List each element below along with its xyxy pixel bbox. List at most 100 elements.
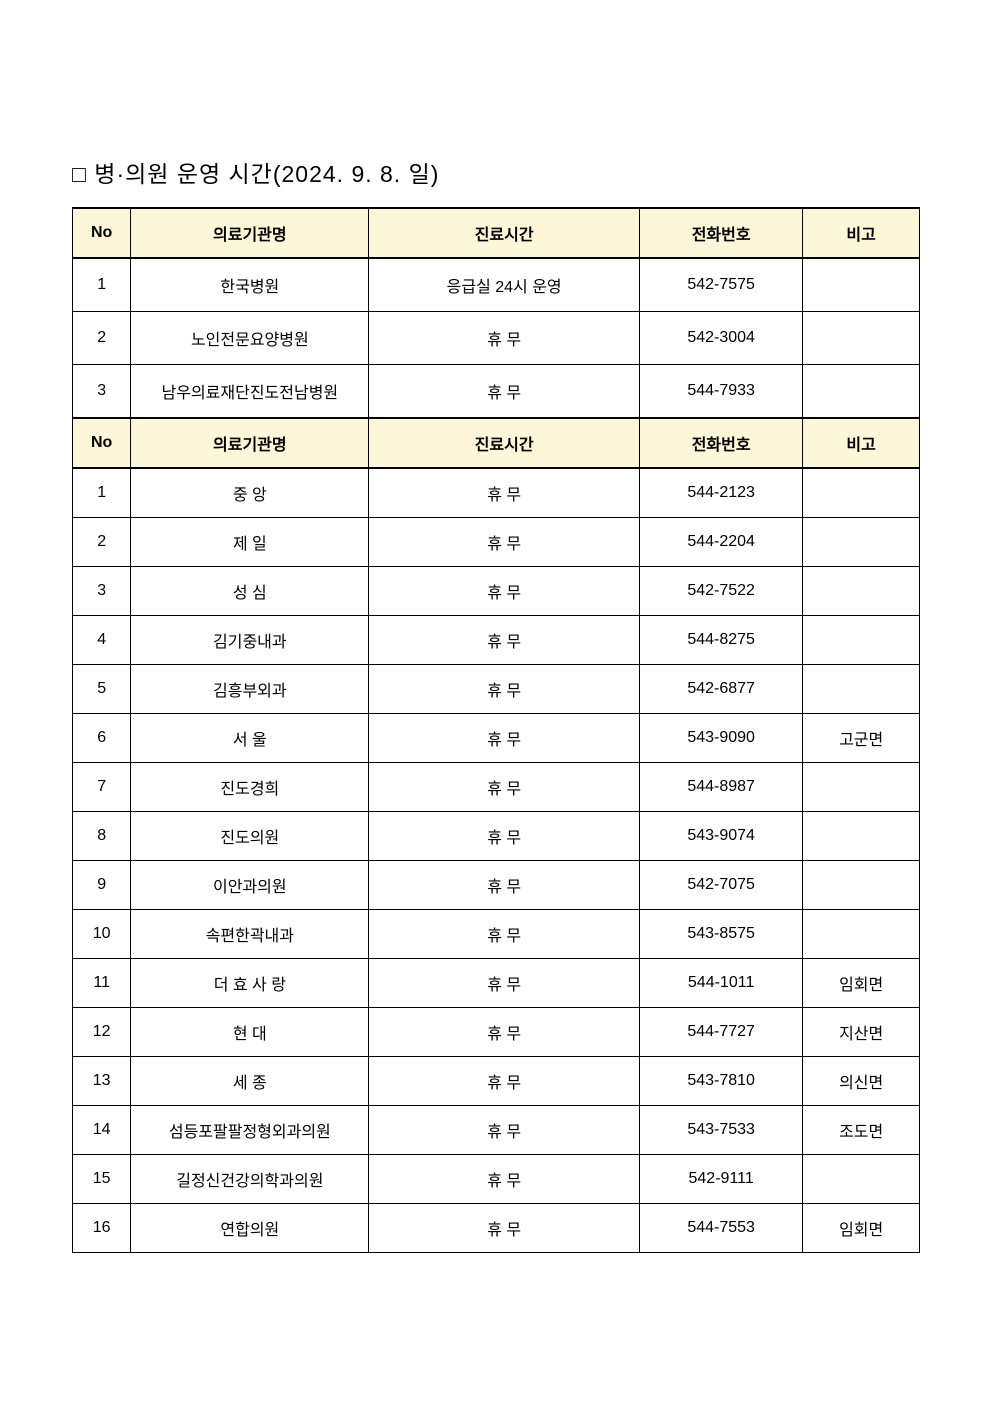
- cell-phone: 544-8987: [639, 763, 802, 812]
- cell-phone: 542-7575: [639, 258, 802, 312]
- cell-name: 김흥부외과: [131, 665, 369, 714]
- cell-note: [803, 1155, 920, 1204]
- cell-phone: 542-3004: [639, 312, 802, 365]
- table-row: 10속편한곽내과휴 무543-8575: [73, 910, 920, 959]
- cell-no: 2: [73, 312, 131, 365]
- page-title: □ 병·의원 운영 시간(2024. 9. 8. 일): [72, 155, 920, 189]
- cell-time: 휴 무: [369, 616, 640, 665]
- cell-time: 휴 무: [369, 665, 640, 714]
- cell-phone: 542-7075: [639, 861, 802, 910]
- cell-time: 응급실 24시 운영: [369, 258, 640, 312]
- cell-no: 11: [73, 959, 131, 1008]
- table-row: 8진도의원휴 무543-9074: [73, 812, 920, 861]
- cell-no: 14: [73, 1106, 131, 1155]
- cell-phone: 542-9111: [639, 1155, 802, 1204]
- table-row: 3남우의료재단진도전남병원휴 무544-7933: [73, 365, 920, 419]
- cell-time: 휴 무: [369, 365, 640, 419]
- cell-no: 1: [73, 258, 131, 312]
- table-row: 13세 종휴 무543-7810의신면: [73, 1057, 920, 1106]
- col-header-time: 진료시간: [369, 208, 640, 258]
- table-row: 1한국병원응급실 24시 운영542-7575: [73, 258, 920, 312]
- cell-time: 휴 무: [369, 1155, 640, 1204]
- cell-note: [803, 763, 920, 812]
- cell-time: 휴 무: [369, 1204, 640, 1253]
- hospital-hours-table: No 의료기관명 진료시간 전화번호 비고 1한국병원응급실 24시 운영542…: [72, 207, 920, 1253]
- cell-name: 진도의원: [131, 812, 369, 861]
- table-row: 6서 울휴 무543-9090고군면: [73, 714, 920, 763]
- cell-phone: 544-7933: [639, 365, 802, 419]
- col-subheader-name: 의료기관명: [131, 418, 369, 468]
- cell-phone: 543-9074: [639, 812, 802, 861]
- cell-note: 조도면: [803, 1106, 920, 1155]
- cell-note: [803, 518, 920, 567]
- cell-name: 성 심: [131, 567, 369, 616]
- table-row: 2노인전문요양병원휴 무542-3004: [73, 312, 920, 365]
- table-row: 16연합의원휴 무544-7553임회면: [73, 1204, 920, 1253]
- col-header-name: 의료기관명: [131, 208, 369, 258]
- cell-name: 서 울: [131, 714, 369, 763]
- cell-time: 휴 무: [369, 1008, 640, 1057]
- table-row: 7진도경희휴 무544-8987: [73, 763, 920, 812]
- cell-time: 휴 무: [369, 714, 640, 763]
- cell-name: 제 일: [131, 518, 369, 567]
- cell-no: 4: [73, 616, 131, 665]
- cell-name: 진도경희: [131, 763, 369, 812]
- col-header-no: No: [73, 208, 131, 258]
- cell-note: [803, 365, 920, 419]
- cell-time: 휴 무: [369, 959, 640, 1008]
- table-row: 11더 효 사 랑휴 무544-1011임회면: [73, 959, 920, 1008]
- cell-no: 13: [73, 1057, 131, 1106]
- cell-note: [803, 665, 920, 714]
- cell-note: [803, 812, 920, 861]
- cell-phone: 542-6877: [639, 665, 802, 714]
- cell-note: 고군면: [803, 714, 920, 763]
- cell-phone: 544-7553: [639, 1204, 802, 1253]
- cell-note: [803, 910, 920, 959]
- cell-no: 8: [73, 812, 131, 861]
- cell-no: 2: [73, 518, 131, 567]
- table-row: 4김기중내과휴 무544-8275: [73, 616, 920, 665]
- cell-phone: 542-7522: [639, 567, 802, 616]
- cell-name: 현 대: [131, 1008, 369, 1057]
- cell-no: 9: [73, 861, 131, 910]
- table-row: 3성 심휴 무542-7522: [73, 567, 920, 616]
- cell-time: 휴 무: [369, 812, 640, 861]
- cell-name: 길정신건강의학과의원: [131, 1155, 369, 1204]
- cell-name: 더 효 사 랑: [131, 959, 369, 1008]
- cell-note: [803, 861, 920, 910]
- cell-note: 지산면: [803, 1008, 920, 1057]
- cell-no: 3: [73, 567, 131, 616]
- table-row: 12현 대휴 무544-7727지산면: [73, 1008, 920, 1057]
- cell-no: 3: [73, 365, 131, 419]
- cell-phone: 544-1011: [639, 959, 802, 1008]
- cell-no: 6: [73, 714, 131, 763]
- cell-note: 임회면: [803, 1204, 920, 1253]
- cell-name: 이안과의원: [131, 861, 369, 910]
- cell-note: 의신면: [803, 1057, 920, 1106]
- cell-time: 휴 무: [369, 1057, 640, 1106]
- cell-phone: 544-2123: [639, 468, 802, 518]
- cell-no: 15: [73, 1155, 131, 1204]
- cell-phone: 544-8275: [639, 616, 802, 665]
- col-header-note: 비고: [803, 208, 920, 258]
- cell-name: 세 종: [131, 1057, 369, 1106]
- table-row: 14섬등포팔팔정형외과의원휴 무543-7533조도면: [73, 1106, 920, 1155]
- cell-no: 1: [73, 468, 131, 518]
- cell-name: 연합의원: [131, 1204, 369, 1253]
- cell-no: 12: [73, 1008, 131, 1057]
- table-row: 9이안과의원휴 무542-7075: [73, 861, 920, 910]
- table-row: 15길정신건강의학과의원휴 무542-9111: [73, 1155, 920, 1204]
- cell-name: 노인전문요양병원: [131, 312, 369, 365]
- cell-no: 10: [73, 910, 131, 959]
- cell-time: 휴 무: [369, 567, 640, 616]
- col-header-phone: 전화번호: [639, 208, 802, 258]
- cell-note: [803, 616, 920, 665]
- cell-time: 휴 무: [369, 861, 640, 910]
- col-subheader-no: No: [73, 418, 131, 468]
- table-subheader-row: No 의료기관명 진료시간 전화번호 비고: [73, 418, 920, 468]
- cell-name: 속편한곽내과: [131, 910, 369, 959]
- cell-name: 남우의료재단진도전남병원: [131, 365, 369, 419]
- cell-time: 휴 무: [369, 910, 640, 959]
- cell-name: 김기중내과: [131, 616, 369, 665]
- cell-phone: 544-2204: [639, 518, 802, 567]
